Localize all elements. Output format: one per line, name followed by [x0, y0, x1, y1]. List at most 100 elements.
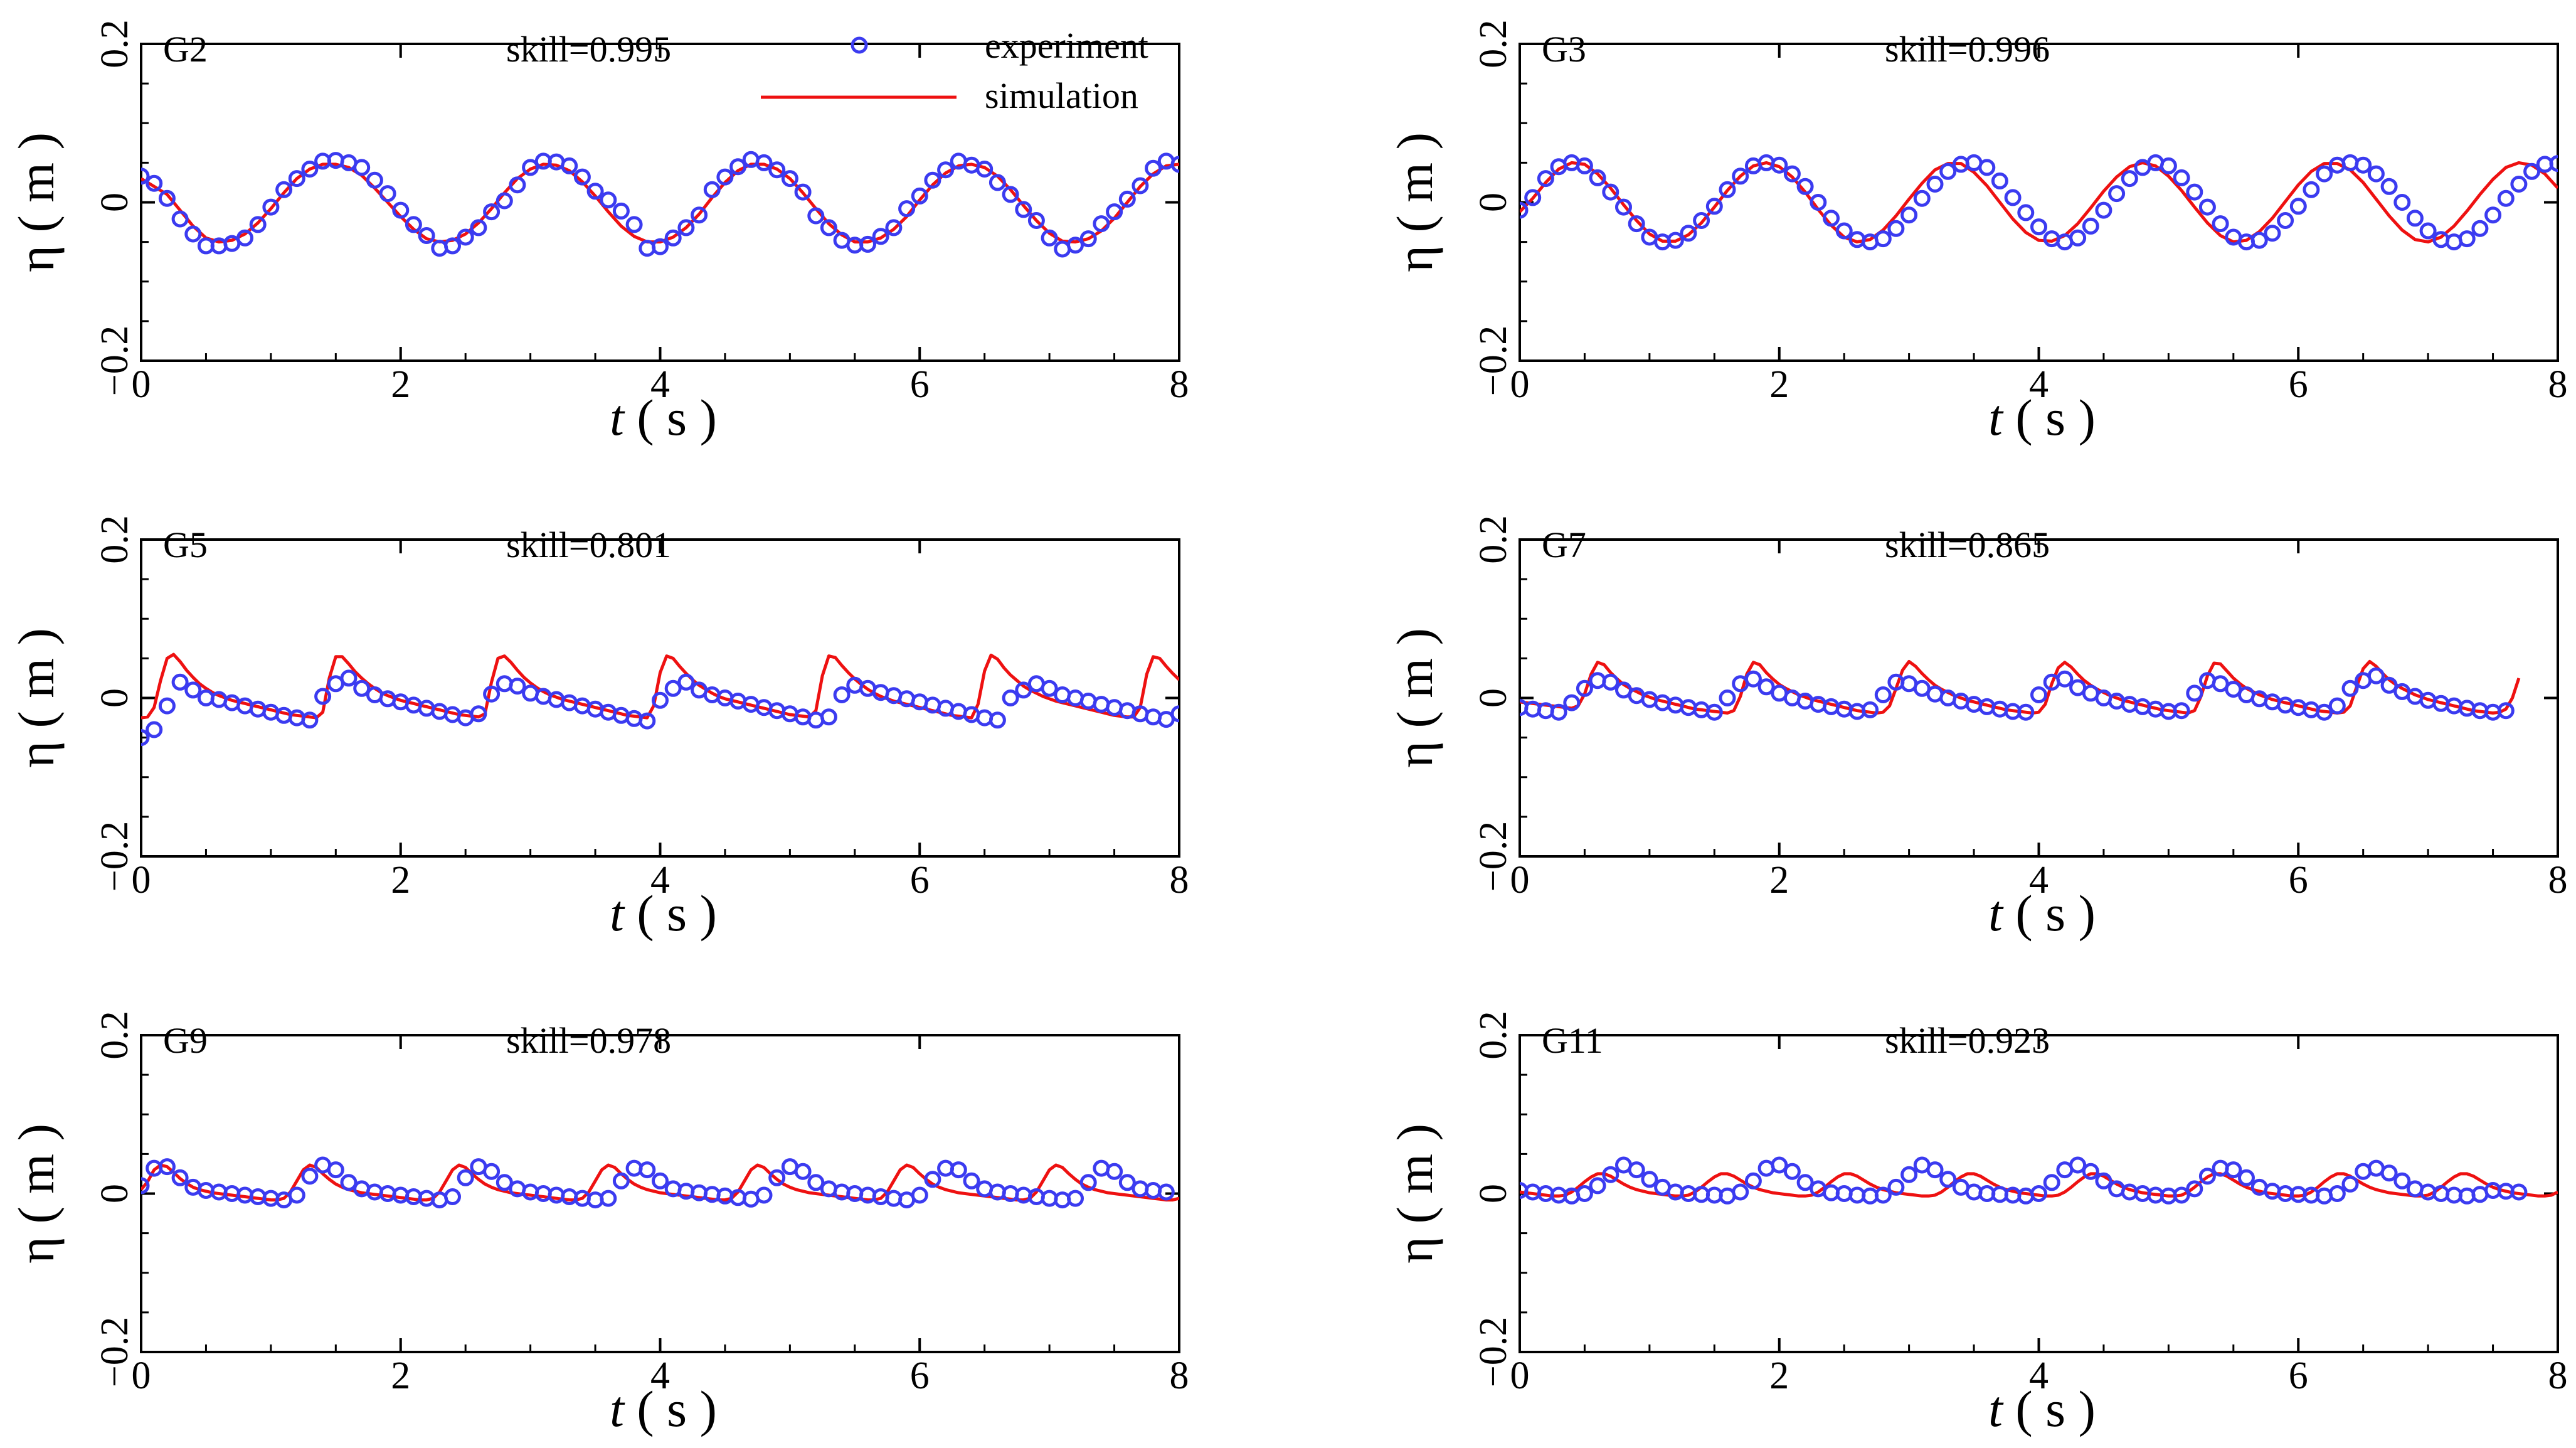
experiment-point [301, 1168, 319, 1185]
experiment-point [418, 227, 435, 244]
experiment-point [1939, 1171, 1957, 1188]
x-axis-label-unit: ( s ) [624, 389, 717, 446]
experiment-point [768, 161, 786, 179]
x-tick-label: 4 [650, 363, 670, 406]
x-axis-label: t ( s ) [610, 885, 717, 942]
experiment-point [1027, 212, 1045, 229]
experiment-point [483, 1163, 501, 1180]
x-axis-label: t ( s ) [610, 1380, 717, 1437]
experiment-point [2380, 676, 2398, 694]
experiment-point [1170, 156, 1179, 173]
experiment-point [937, 161, 955, 179]
experiment-point [2186, 183, 2203, 201]
y-axis-label: η ( m ) [8, 1124, 65, 1264]
experiment-point [561, 157, 578, 174]
experiment-point [1783, 165, 1801, 183]
experiment-point [2030, 218, 2047, 236]
experiment-point [1680, 225, 1697, 242]
experiment-point [457, 1169, 474, 1186]
experiment-point [833, 686, 851, 703]
experiment-point [652, 1172, 669, 1190]
experiment-point [768, 1169, 786, 1186]
experiment-point [1835, 222, 1853, 240]
x-tick-label: 8 [2548, 363, 2568, 406]
experiment-point [444, 237, 461, 255]
x-tick-label: 0 [1510, 363, 1530, 406]
experiment-point [1145, 159, 1162, 177]
experiment-point [1079, 1174, 1097, 1191]
experiment-point [392, 201, 410, 219]
y-tick-label: 0.2 [93, 1011, 136, 1060]
experiment-point [950, 1161, 967, 1179]
y-axis-label: η ( m ) [1386, 628, 1443, 768]
experiment-point [1991, 172, 2008, 189]
y-tick-label: 0.2 [1472, 1011, 1515, 1060]
experiment-point [1874, 230, 1892, 248]
x-tick-label: 8 [2548, 1355, 2568, 1397]
panel-label: G7 [1542, 524, 1586, 565]
experiment-point [1015, 681, 1032, 699]
x-axis-label-unit: ( s ) [2003, 1380, 2096, 1437]
experiment-point [755, 154, 773, 171]
experiment-point [509, 678, 526, 695]
experiment-point [184, 225, 202, 243]
experiment-point [2303, 181, 2320, 198]
experiment-point [600, 1190, 617, 1207]
experiment-point [794, 183, 812, 201]
x-tick-label: 8 [1170, 859, 1189, 902]
experiment-point [652, 691, 669, 709]
panel-g7: 0 2 4 6 8−0.200.2η ( m )t ( s )G7 skill=0.865 [1386, 515, 2568, 942]
experiment-point [1823, 210, 1840, 227]
experiment-point [1744, 670, 1762, 688]
experiment-point [2549, 155, 2558, 173]
experiment-point [716, 168, 734, 186]
experiment-point [158, 1158, 176, 1176]
experiment-point [976, 709, 994, 727]
experiment-point [1041, 679, 1058, 697]
panel-g11: 0 2 4 6 8−0.200.2η ( m )t ( s )G11 skill=0.92… [1386, 1011, 2568, 1437]
y-axis-label: η ( m ) [8, 132, 65, 272]
experiment-point [755, 1186, 773, 1204]
experiment-point [820, 219, 837, 237]
experiment-point [1913, 189, 1931, 207]
experiment-point [184, 681, 202, 699]
x-tick-label: 2 [391, 363, 410, 406]
x-tick-label: 0 [132, 1355, 151, 1397]
plot-data [1520, 1156, 2558, 1205]
experiment-point [1145, 708, 1162, 726]
experiment-point [1118, 190, 1136, 208]
experiment-point [301, 711, 319, 729]
experiment-point [1771, 1156, 1788, 1174]
experiment-point [1757, 678, 1775, 696]
y-axis-label: η ( m ) [1386, 132, 1443, 272]
experiment-point [1862, 701, 1879, 718]
experiment-point [1705, 198, 1723, 215]
legend: experiment simulation [761, 25, 1148, 116]
x-tick-label: 4 [2029, 363, 2049, 406]
x-tick-label: 2 [1769, 1355, 1789, 1397]
experiment-point [2173, 702, 2190, 720]
experiment-point [1576, 157, 1593, 174]
x-tick-label: 4 [2029, 1355, 2049, 1397]
x-tick-label: 6 [910, 363, 930, 406]
experiment-point [989, 174, 1006, 191]
experiment-point [1132, 177, 1149, 194]
y-tick-label: 0 [93, 688, 136, 708]
y-tick-label: 0.2 [93, 515, 136, 564]
experiment-point [1602, 673, 1619, 691]
experiment-point [1615, 198, 1632, 216]
experiment-point [1550, 703, 1567, 721]
panel-label: G5 [163, 524, 208, 565]
panel-g2: 0 2 4 6 8−0.200.2η ( m )t ( s )G2 skill=0.995… [8, 19, 1189, 446]
experiment-point [1602, 183, 1619, 201]
x-tick-label: 4 [2029, 859, 2049, 902]
experiment-point [2497, 702, 2515, 720]
x-tick-label: 4 [650, 1355, 670, 1397]
experiment-point [911, 187, 928, 205]
x-axis-label: t ( s ) [1988, 1380, 2096, 1437]
experiment-point [509, 176, 526, 194]
x-axis-label: t ( s ) [1988, 885, 2096, 942]
x-axis-label-var: t [610, 885, 625, 942]
experiment-point [2173, 1186, 2190, 1204]
experiment-point [2017, 204, 2035, 221]
